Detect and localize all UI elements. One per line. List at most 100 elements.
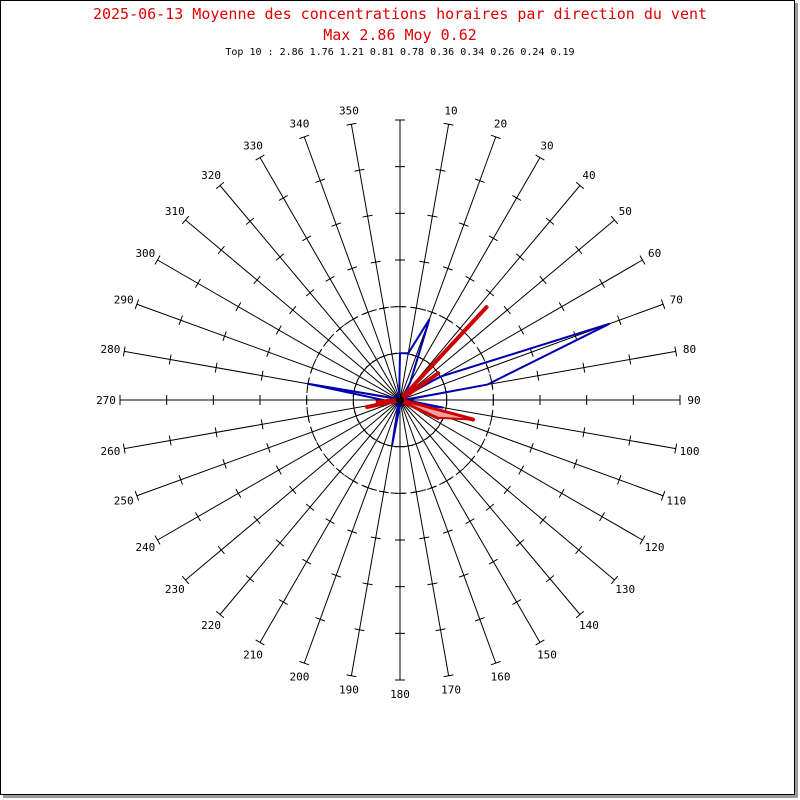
tick-70-6: [660, 299, 666, 310]
tick-340-6: [299, 134, 310, 140]
direction-label-170: 170: [441, 684, 461, 697]
direction-label-200: 200: [290, 670, 310, 683]
tick-250-3: [266, 443, 271, 453]
tick-120-6: [639, 535, 646, 545]
tick-40-4: [515, 253, 525, 261]
tick-240-5: [194, 512, 201, 522]
direction-label-160: 160: [491, 670, 511, 683]
tick-300-6: [154, 255, 161, 265]
tick-110-6: [660, 490, 666, 501]
tick-210-4: [302, 558, 312, 565]
tick-150-4: [488, 558, 498, 565]
tick-280-5: [168, 354, 172, 365]
tick-160-3: [443, 529, 453, 534]
tick-60-5: [599, 278, 606, 288]
tick-290-5: [178, 315, 183, 326]
tick-120-3: [518, 465, 525, 475]
tick-130-6: [610, 575, 619, 585]
tick-160-5: [474, 617, 485, 622]
tick-290-4: [222, 331, 227, 342]
direction-label-320: 320: [201, 169, 221, 182]
tick-130-4: [539, 515, 547, 525]
direction-label-40: 40: [582, 169, 595, 182]
tick-310-5: [217, 245, 225, 255]
tick-320-3: [305, 289, 315, 297]
direction-labels: 10 20 30 40 50 60 70 80 90 100 110 120 130 140 150 160 1…: [96, 104, 701, 701]
tick-40-3: [485, 289, 495, 297]
tick-70-5: [617, 315, 622, 326]
tick-330-3: [325, 275, 335, 282]
direction-label-70: 70: [670, 293, 683, 306]
direction-label-10: 10: [444, 104, 457, 117]
tick-350-5: [354, 168, 365, 172]
tick-340-5: [315, 178, 326, 183]
direction-label-330: 330: [243, 139, 263, 152]
tick-50-4: [539, 275, 547, 285]
tick-220-3: [305, 503, 315, 511]
direction-label-230: 230: [165, 583, 185, 596]
direction-label-90: 90: [687, 394, 700, 407]
direction-label-80: 80: [683, 343, 696, 356]
direction-label-250: 250: [114, 495, 134, 508]
direction-label-280: 280: [101, 343, 121, 356]
tick-350-4: [362, 214, 373, 218]
tick-160-4: [458, 573, 469, 578]
direction-label-290: 290: [114, 293, 134, 306]
tick-80-5: [628, 354, 632, 365]
direction-label-310: 310: [165, 205, 185, 218]
tick-10-6: [443, 122, 454, 126]
tick-170-4: [427, 582, 438, 586]
tick-140-5: [545, 575, 555, 583]
data-series: [306, 305, 611, 446]
top10-text: Top 10 : 2.86 1.76 1.21 0.81 0.78 0.36 0…: [225, 47, 575, 58]
tick-50-3: [503, 305, 511, 315]
direction-label-30: 30: [540, 139, 553, 152]
direction-label-260: 260: [101, 445, 121, 458]
direction-label-240: 240: [135, 541, 155, 554]
tick-10-5: [435, 168, 446, 172]
tick-280-4: [214, 362, 218, 373]
reference-circle-1: [306, 306, 494, 494]
direction-label-60: 60: [648, 247, 661, 260]
max-spike-43: [398, 305, 489, 402]
tick-220-6: [215, 610, 225, 619]
tick-130-5: [575, 545, 583, 555]
tick-210-5: [278, 599, 288, 606]
direction-label-300: 300: [135, 247, 155, 260]
tick-80-4: [582, 362, 586, 373]
tick-230-4: [253, 515, 261, 525]
tick-190-6: [346, 674, 357, 678]
tick-100-4: [582, 427, 586, 438]
tick-190-4: [362, 582, 373, 586]
tick-200-5: [315, 617, 326, 622]
tick-210-6: [255, 639, 265, 646]
tick-20-3: [443, 266, 453, 271]
tick-50-5: [575, 245, 583, 255]
direction-label-50: 50: [619, 205, 632, 218]
tick-100-6: [674, 443, 678, 454]
tick-30-6: [535, 154, 545, 161]
tick-120-5: [599, 512, 606, 522]
tick-320-5: [245, 217, 255, 225]
tick-340-3: [347, 266, 357, 271]
tick-20-5: [474, 178, 485, 183]
tick-200-6: [299, 660, 310, 666]
tick-170-3: [419, 536, 430, 540]
tick-260-4: [214, 427, 218, 438]
tick-230-3: [289, 485, 297, 495]
tick-300-4: [235, 302, 242, 312]
tick-130-3: [503, 485, 511, 495]
direction-label-210: 210: [243, 649, 263, 662]
tick-190-3: [370, 536, 381, 540]
tick-40-5: [545, 217, 555, 225]
tick-290-6: [134, 299, 140, 310]
tick-210-3: [325, 518, 335, 525]
tick-350-6: [346, 122, 357, 126]
tick-10-3: [419, 260, 430, 264]
reference-circles: [306, 306, 494, 494]
tick-320-4: [275, 253, 285, 261]
tick-300-3: [275, 325, 282, 335]
tick-100-5: [628, 435, 632, 446]
direction-label-190: 190: [339, 684, 359, 697]
tick-310-4: [253, 275, 261, 285]
